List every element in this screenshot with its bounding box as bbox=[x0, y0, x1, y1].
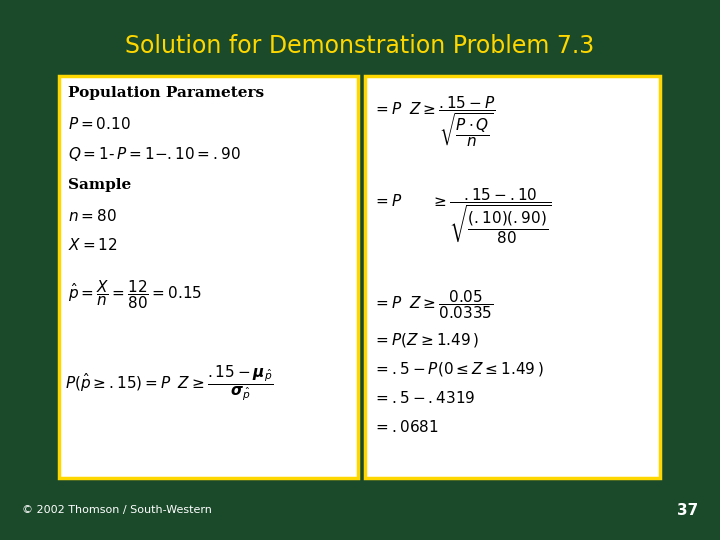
Text: $Q = 1\text{-}\, P = 1{-}.10 = .90$: $Q = 1\text{-}\, P = 1{-}.10 = .90$ bbox=[68, 145, 241, 164]
Text: $= P \qquad \geq \dfrac{.15 - .10}{\sqrt{\dfrac{(.10)(.90)}{80}}}$: $= P \qquad \geq \dfrac{.15 - .10}{\sqrt… bbox=[373, 186, 552, 246]
Text: $= P(Z \geq 1. 49\,)$: $= P(Z \geq 1. 49\,)$ bbox=[373, 331, 479, 349]
FancyBboxPatch shape bbox=[59, 76, 358, 478]
Text: $n = 80$: $n = 80$ bbox=[68, 208, 117, 224]
Text: $= .5 - .4319$: $= .5 - .4319$ bbox=[373, 390, 475, 406]
Text: $X = 12$: $X = 12$ bbox=[68, 237, 118, 253]
Text: $P = 0.10$: $P = 0.10$ bbox=[68, 116, 131, 132]
Text: $P(\hat{p} \geq .15) = P \;\; Z \geq \dfrac{.15 - \boldsymbol{\mu}_{\hat{p}}}{\b: $P(\hat{p} \geq .15) = P \;\; Z \geq \df… bbox=[65, 364, 274, 403]
Text: Population Parameters: Population Parameters bbox=[68, 86, 264, 100]
Text: $= .0681$: $= .0681$ bbox=[373, 418, 439, 435]
Text: $= .5 - P(0 \leq Z \leq 1. 49\,)$: $= .5 - P(0 \leq Z \leq 1. 49\,)$ bbox=[373, 360, 544, 379]
Text: 37: 37 bbox=[677, 503, 698, 518]
Text: Solution for Demonstration Problem 7.3: Solution for Demonstration Problem 7.3 bbox=[125, 34, 595, 58]
Text: $= P \;\; Z \geq \dfrac{0. 05}{0. 0335}$: $= P \;\; Z \geq \dfrac{0. 05}{0. 0335}$ bbox=[373, 289, 494, 321]
Text: $= P \;\; Z \geq \dfrac{.15 - P}{\sqrt{\dfrac{P \cdot Q}{n}}}$: $= P \;\; Z \geq \dfrac{.15 - P}{\sqrt{\… bbox=[373, 94, 495, 149]
FancyBboxPatch shape bbox=[365, 76, 660, 478]
Text: $\hat{p} = \dfrac{X}{n} = \dfrac{12}{80} = 0.15$: $\hat{p} = \dfrac{X}{n} = \dfrac{12}{80}… bbox=[68, 278, 202, 310]
Text: © 2002 Thomson / South-Western: © 2002 Thomson / South-Western bbox=[22, 505, 212, 515]
Text: Sample: Sample bbox=[68, 178, 132, 192]
